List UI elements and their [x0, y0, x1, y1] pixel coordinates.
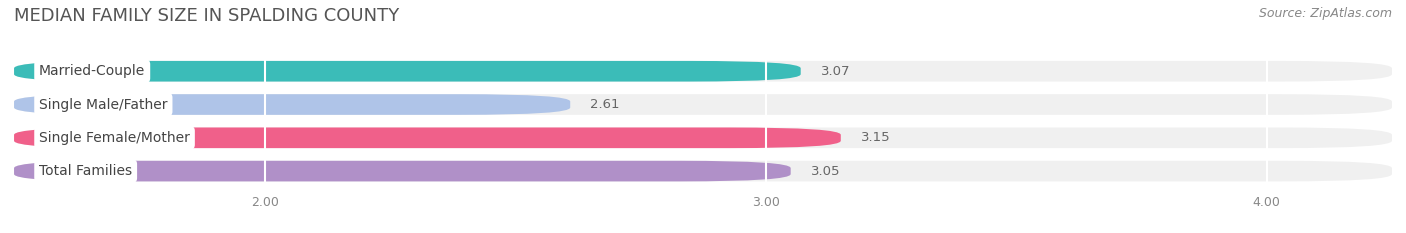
FancyBboxPatch shape [14, 61, 800, 82]
Text: 3.15: 3.15 [860, 131, 890, 144]
Text: Married-Couple: Married-Couple [39, 64, 145, 78]
Text: Single Male/Father: Single Male/Father [39, 98, 167, 112]
Text: Source: ZipAtlas.com: Source: ZipAtlas.com [1258, 7, 1392, 20]
FancyBboxPatch shape [14, 127, 841, 148]
FancyBboxPatch shape [14, 94, 1392, 115]
Text: 2.61: 2.61 [591, 98, 620, 111]
Text: 3.07: 3.07 [821, 65, 851, 78]
FancyBboxPatch shape [14, 94, 571, 115]
Text: MEDIAN FAMILY SIZE IN SPALDING COUNTY: MEDIAN FAMILY SIZE IN SPALDING COUNTY [14, 7, 399, 25]
FancyBboxPatch shape [14, 161, 1392, 182]
FancyBboxPatch shape [14, 161, 790, 182]
Text: Single Female/Mother: Single Female/Mother [39, 131, 190, 145]
Text: Total Families: Total Families [39, 164, 132, 178]
FancyBboxPatch shape [14, 127, 1392, 148]
FancyBboxPatch shape [14, 61, 1392, 82]
Text: 3.05: 3.05 [811, 164, 841, 178]
